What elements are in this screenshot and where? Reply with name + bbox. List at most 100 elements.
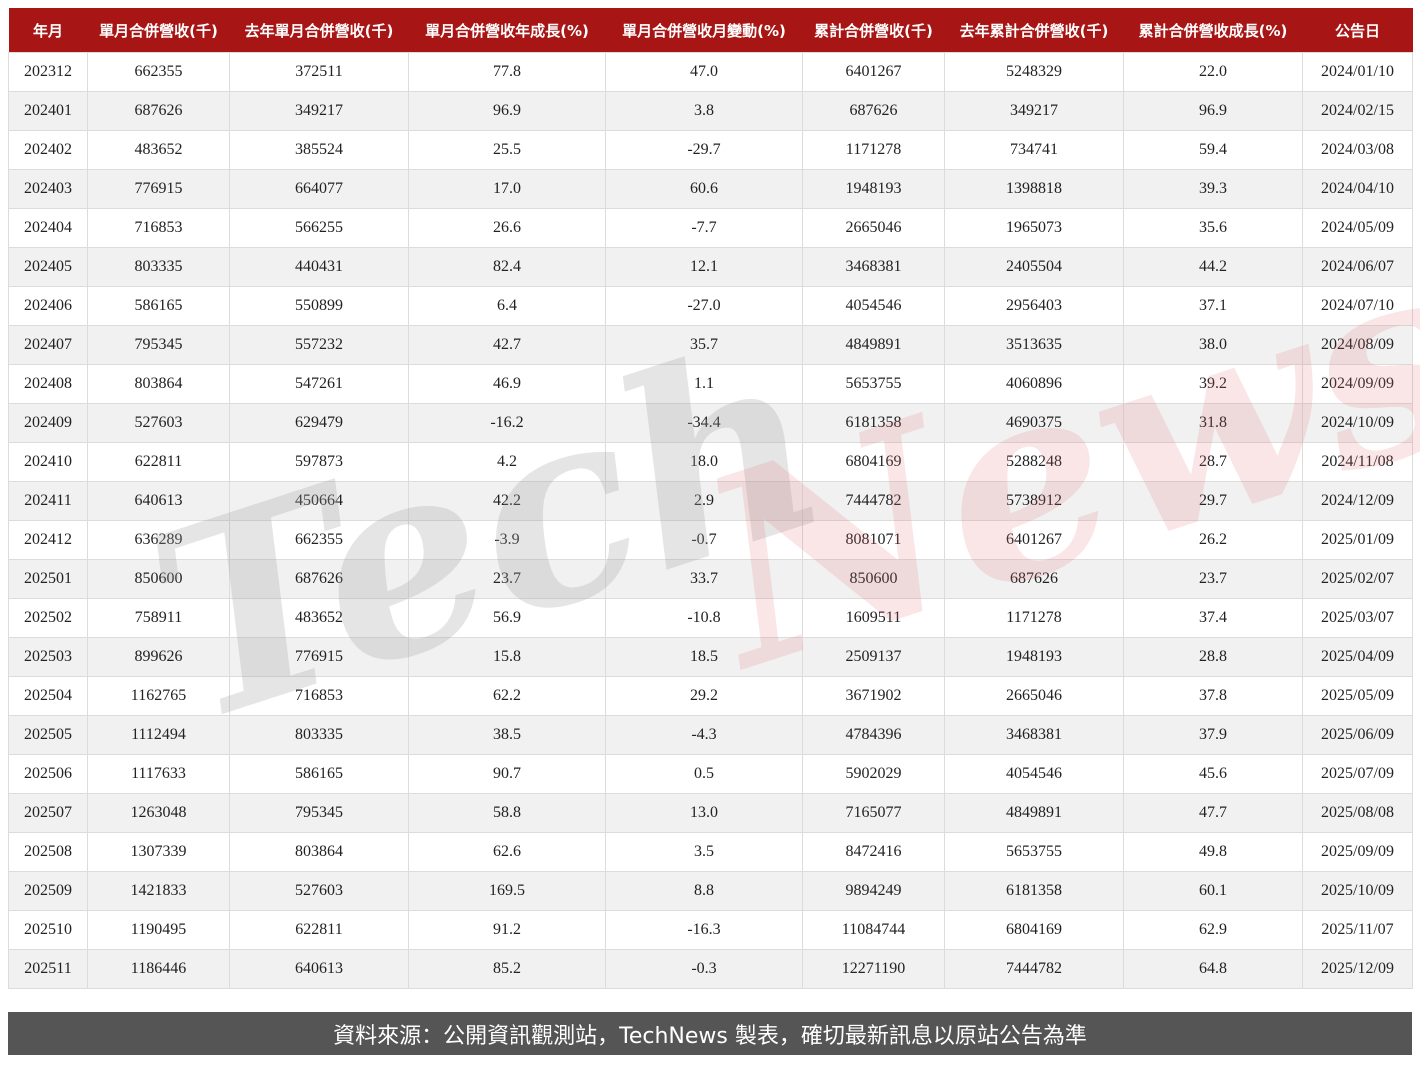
cell-cumulative-growth: 35.6 xyxy=(1123,208,1303,248)
cell-announce-date: 2025/08/08 xyxy=(1302,793,1413,833)
cell-last-year-monthly-revenue: 597873 xyxy=(229,442,409,482)
cell-cumulative-growth: 44.2 xyxy=(1123,247,1303,287)
header-cumulative-growth: 累計合併營收成長(%) xyxy=(1123,8,1303,53)
cell-cumulative-revenue: 2665046 xyxy=(802,208,945,248)
cell-yoy-growth: 62.2 xyxy=(408,676,606,716)
cell-mom-change: 47.0 xyxy=(605,52,803,92)
cell-yoy-growth: 90.7 xyxy=(408,754,606,794)
cell-mom-change: -0.3 xyxy=(605,949,803,989)
header-mom-change: 單月合併營收月變動(%) xyxy=(605,8,803,53)
cell-announce-date: 2025/02/07 xyxy=(1302,559,1413,599)
cell-yoy-growth: 23.7 xyxy=(408,559,606,599)
table-row: 202506 1117633 586165 90.7 0.5 5902029 4054546… xyxy=(8,754,1413,794)
cell-mom-change: -27.0 xyxy=(605,286,803,326)
cell-announce-date: 2024/11/08 xyxy=(1302,442,1413,482)
header-monthly-revenue: 單月合併營收(千) xyxy=(87,8,230,53)
cell-cumulative-revenue: 4054546 xyxy=(802,286,945,326)
cell-last-year-monthly-revenue: 622811 xyxy=(229,910,409,950)
cell-cumulative-growth: 64.8 xyxy=(1123,949,1303,989)
table-row: 202508 1307339 803864 62.6 3.5 8472416 5653755… xyxy=(8,832,1413,872)
cell-announce-date: 2024/04/10 xyxy=(1302,169,1413,209)
cell-monthly-revenue: 1307339 xyxy=(87,832,230,872)
cell-announce-date: 2025/05/09 xyxy=(1302,676,1413,716)
table-row: 202510 1190495 622811 91.2 -16.3 11084744 6804… xyxy=(8,910,1413,950)
cell-month: 202406 xyxy=(8,286,88,326)
cell-last-year-monthly-revenue: 349217 xyxy=(229,91,409,131)
cell-yoy-growth: 42.7 xyxy=(408,325,606,365)
cell-yoy-growth: 26.6 xyxy=(408,208,606,248)
cell-cumulative-revenue: 8081071 xyxy=(802,520,945,560)
cell-announce-date: 2025/06/09 xyxy=(1302,715,1413,755)
cell-cumulative-growth: 60.1 xyxy=(1123,871,1303,911)
cell-yoy-growth: 58.8 xyxy=(408,793,606,833)
cell-announce-date: 2024/12/09 xyxy=(1302,481,1413,521)
cell-mom-change: 18.5 xyxy=(605,637,803,677)
header-cumulative-revenue: 累計合併營收(千) xyxy=(802,8,945,53)
table-row: 202405 803335 440431 82.4 12.1 3468381 2405504… xyxy=(8,247,1413,287)
cell-last-year-cumulative-revenue: 349217 xyxy=(944,91,1124,131)
cell-yoy-growth: 17.0 xyxy=(408,169,606,209)
cell-cumulative-revenue: 4849891 xyxy=(802,325,945,365)
cell-monthly-revenue: 899626 xyxy=(87,637,230,677)
cell-last-year-monthly-revenue: 566255 xyxy=(229,208,409,248)
cell-cumulative-revenue: 1171278 xyxy=(802,130,945,170)
cell-month: 202405 xyxy=(8,247,88,287)
cell-cumulative-revenue: 4784396 xyxy=(802,715,945,755)
cell-monthly-revenue: 662355 xyxy=(87,52,230,92)
cell-last-year-monthly-revenue: 664077 xyxy=(229,169,409,209)
cell-month: 202412 xyxy=(8,520,88,560)
cell-cumulative-growth: 38.0 xyxy=(1123,325,1303,365)
cell-last-year-cumulative-revenue: 1171278 xyxy=(944,598,1124,638)
cell-mom-change: 29.2 xyxy=(605,676,803,716)
cell-cumulative-revenue: 3671902 xyxy=(802,676,945,716)
cell-mom-change: 2.9 xyxy=(605,481,803,521)
cell-month: 202312 xyxy=(8,52,88,92)
cell-month: 202409 xyxy=(8,403,88,443)
cell-cumulative-growth: 49.8 xyxy=(1123,832,1303,872)
cell-mom-change: -0.7 xyxy=(605,520,803,560)
cell-cumulative-revenue: 11084744 xyxy=(802,910,945,950)
cell-last-year-monthly-revenue: 450664 xyxy=(229,481,409,521)
cell-yoy-growth: 77.8 xyxy=(408,52,606,92)
cell-cumulative-growth: 37.9 xyxy=(1123,715,1303,755)
table-row: 202401 687626 349217 96.9 3.8 687626 349217 96.… xyxy=(8,91,1413,131)
cell-yoy-growth: 82.4 xyxy=(408,247,606,287)
cell-yoy-growth: 85.2 xyxy=(408,949,606,989)
cell-month: 202408 xyxy=(8,364,88,404)
cell-mom-change: 35.7 xyxy=(605,325,803,365)
cell-announce-date: 2025/07/09 xyxy=(1302,754,1413,794)
table-row: 202409 527603 629479 -16.2 -34.4 6181358 46903… xyxy=(8,403,1413,443)
table-row: 202410 622811 597873 4.2 18.0 6804169 5288248 2… xyxy=(8,442,1413,482)
table-row: 202406 586165 550899 6.4 -27.0 4054546 2956403… xyxy=(8,286,1413,326)
cell-last-year-cumulative-revenue: 2956403 xyxy=(944,286,1124,326)
cell-announce-date: 2024/02/15 xyxy=(1302,91,1413,131)
cell-mom-change: 3.5 xyxy=(605,832,803,872)
cell-cumulative-growth: 28.8 xyxy=(1123,637,1303,677)
cell-mom-change: -7.7 xyxy=(605,208,803,248)
cell-cumulative-revenue: 6181358 xyxy=(802,403,945,443)
cell-cumulative-growth: 39.3 xyxy=(1123,169,1303,209)
cell-last-year-monthly-revenue: 372511 xyxy=(229,52,409,92)
cell-yoy-growth: 169.5 xyxy=(408,871,606,911)
cell-yoy-growth: 4.2 xyxy=(408,442,606,482)
cell-last-year-monthly-revenue: 550899 xyxy=(229,286,409,326)
cell-last-year-monthly-revenue: 557232 xyxy=(229,325,409,365)
cell-month: 202510 xyxy=(8,910,88,950)
cell-mom-change: 3.8 xyxy=(605,91,803,131)
cell-month: 202502 xyxy=(8,598,88,638)
table-body: 202312 662355 372511 77.8 47.0 6401267 5248329… xyxy=(8,52,1413,989)
cell-monthly-revenue: 1263048 xyxy=(87,793,230,833)
cell-cumulative-growth: 28.7 xyxy=(1123,442,1303,482)
cell-last-year-monthly-revenue: 629479 xyxy=(229,403,409,443)
cell-monthly-revenue: 803335 xyxy=(87,247,230,287)
cell-monthly-revenue: 776915 xyxy=(87,169,230,209)
cell-last-year-cumulative-revenue: 6804169 xyxy=(944,910,1124,950)
table-row: 202402 483652 385524 25.5 -29.7 1171278 734741… xyxy=(8,130,1413,170)
cell-yoy-growth: -16.2 xyxy=(408,403,606,443)
cell-last-year-cumulative-revenue: 4054546 xyxy=(944,754,1124,794)
table-header-row: 年月 單月合併營收(千) 去年單月合併營收(千) 單月合併營收年成長(%) 單月合併營收… xyxy=(8,8,1413,53)
table-row: 202502 758911 483652 56.9 -10.8 1609511 117127… xyxy=(8,598,1413,638)
cell-last-year-cumulative-revenue: 2405504 xyxy=(944,247,1124,287)
cell-cumulative-revenue: 1609511 xyxy=(802,598,945,638)
cell-cumulative-revenue: 7165077 xyxy=(802,793,945,833)
